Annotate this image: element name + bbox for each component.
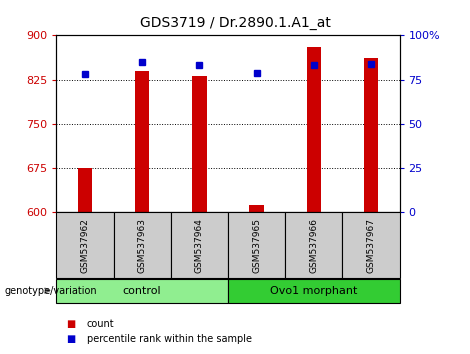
Text: GSM537962: GSM537962 [80,218,89,273]
Bar [192,75,206,212]
Text: GSM537963: GSM537963 [138,218,147,273]
Text: GSM537966: GSM537966 [309,218,318,273]
Text: GSM537964: GSM537964 [195,218,204,273]
Bar [228,279,400,303]
Bar [285,212,342,278]
Bar [250,205,264,212]
Bar [171,212,228,278]
Bar [306,47,321,212]
Text: ■: ■ [66,334,75,344]
Bar [56,279,228,303]
Bar [342,212,399,278]
Text: Ovo1 morphant: Ovo1 morphant [270,286,357,296]
Text: GSM537967: GSM537967 [367,218,376,273]
Text: percentile rank within the sample: percentile rank within the sample [87,334,252,344]
Text: count: count [87,319,115,329]
Bar [78,168,92,212]
Text: control: control [123,286,162,296]
Text: GSM537965: GSM537965 [252,218,261,273]
Bar [364,58,378,212]
Text: GDS3719 / Dr.2890.1.A1_at: GDS3719 / Dr.2890.1.A1_at [140,16,330,30]
Bar [228,212,285,278]
Bar [135,71,149,212]
Text: genotype/variation: genotype/variation [5,286,97,296]
Text: ■: ■ [66,319,75,329]
Bar [114,212,171,278]
Bar [56,212,114,278]
